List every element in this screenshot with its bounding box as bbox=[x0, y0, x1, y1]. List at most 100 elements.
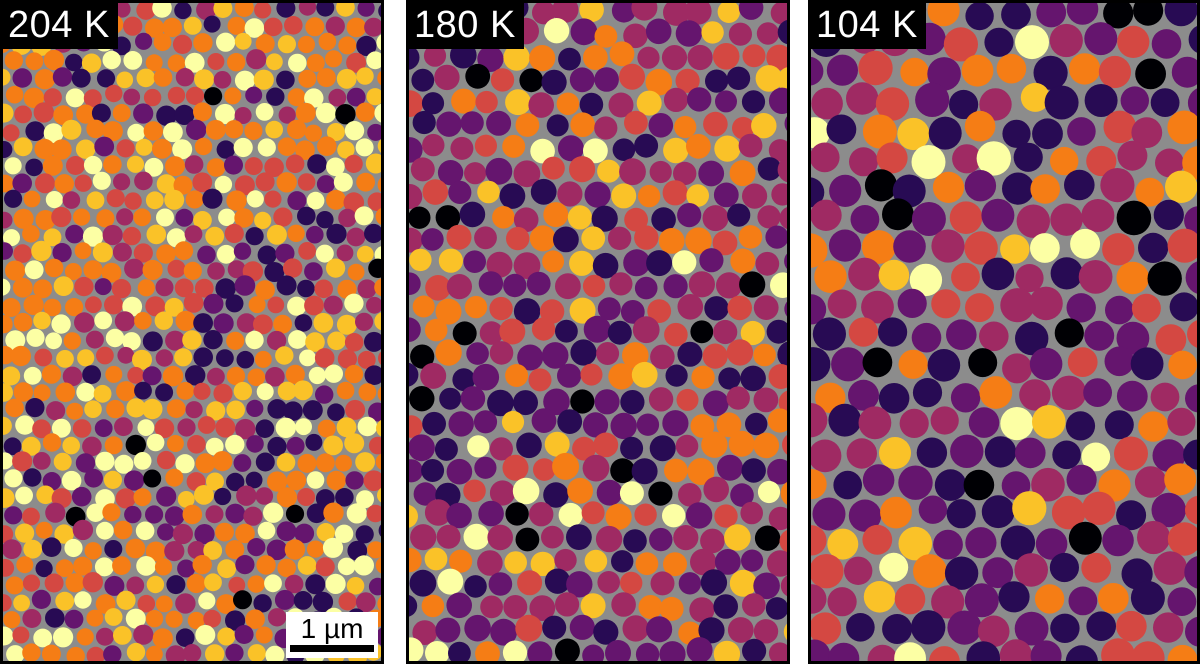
particle bbox=[336, 244, 354, 262]
particle bbox=[205, 119, 226, 140]
particle bbox=[674, 115, 697, 139]
particle bbox=[584, 181, 611, 208]
particle bbox=[1169, 292, 1197, 322]
particle bbox=[631, 458, 658, 485]
particle bbox=[144, 157, 164, 177]
particle bbox=[116, 71, 134, 89]
particle bbox=[409, 206, 431, 229]
particle bbox=[1029, 347, 1063, 381]
particle bbox=[1015, 264, 1044, 293]
particle bbox=[1105, 295, 1134, 325]
particle bbox=[1098, 55, 1131, 89]
particle bbox=[714, 549, 741, 575]
particle bbox=[376, 34, 381, 51]
particle bbox=[336, 417, 357, 438]
particle bbox=[225, 610, 246, 631]
particle bbox=[23, 366, 42, 385]
particle bbox=[338, 36, 357, 55]
particle bbox=[701, 431, 728, 458]
particle bbox=[1097, 583, 1129, 614]
particle bbox=[213, 383, 233, 403]
particle bbox=[22, 507, 40, 526]
particle bbox=[766, 550, 787, 577]
particle bbox=[827, 289, 857, 319]
particle bbox=[13, 208, 34, 229]
particle bbox=[755, 65, 783, 92]
particle bbox=[346, 577, 365, 595]
particle bbox=[298, 242, 316, 260]
particle bbox=[409, 90, 424, 117]
particle bbox=[784, 116, 787, 131]
particle bbox=[637, 184, 661, 208]
particle bbox=[811, 525, 827, 556]
particle bbox=[293, 380, 313, 401]
particle bbox=[298, 69, 317, 88]
particle bbox=[205, 226, 225, 246]
particle bbox=[742, 44, 766, 68]
particle bbox=[145, 54, 163, 72]
particle bbox=[981, 495, 1015, 529]
particle bbox=[304, 124, 322, 142]
particle bbox=[135, 521, 155, 541]
particle bbox=[104, 540, 123, 558]
particle bbox=[742, 593, 766, 617]
particle bbox=[83, 260, 103, 280]
particle bbox=[315, 102, 337, 124]
particle bbox=[155, 383, 174, 402]
particle bbox=[82, 365, 101, 384]
particle bbox=[175, 208, 194, 227]
particle bbox=[434, 437, 458, 461]
particle bbox=[364, 331, 381, 352]
particle bbox=[475, 90, 498, 114]
particle bbox=[212, 451, 233, 472]
particle bbox=[611, 3, 636, 23]
particle bbox=[583, 315, 611, 343]
particle bbox=[183, 16, 202, 35]
particle bbox=[612, 138, 636, 161]
particle bbox=[277, 35, 296, 54]
particle bbox=[185, 190, 204, 209]
particle bbox=[506, 226, 530, 251]
particle bbox=[165, 156, 185, 177]
particle bbox=[103, 155, 122, 174]
particle bbox=[305, 332, 325, 352]
particle bbox=[1015, 25, 1049, 60]
particle bbox=[265, 367, 285, 387]
particle bbox=[254, 350, 272, 368]
particle bbox=[1167, 644, 1197, 661]
particle bbox=[94, 419, 113, 438]
particle bbox=[306, 53, 325, 72]
particle bbox=[92, 242, 113, 263]
particle bbox=[1137, 520, 1171, 555]
particle bbox=[346, 87, 366, 107]
particle bbox=[460, 111, 484, 135]
particle bbox=[726, 339, 754, 366]
particle bbox=[931, 229, 965, 263]
particle bbox=[322, 537, 344, 558]
particle bbox=[55, 559, 74, 578]
particle bbox=[365, 153, 381, 174]
particle bbox=[472, 363, 500, 391]
particle bbox=[513, 390, 538, 416]
particle bbox=[1103, 3, 1134, 29]
particle bbox=[984, 436, 1017, 468]
particle bbox=[253, 594, 272, 613]
particle bbox=[3, 211, 13, 229]
particle bbox=[214, 487, 232, 506]
particle bbox=[133, 488, 152, 507]
particle bbox=[197, 245, 216, 265]
particle bbox=[92, 171, 111, 190]
particle bbox=[155, 595, 173, 613]
particle bbox=[185, 365, 206, 386]
particle bbox=[22, 643, 41, 661]
particle bbox=[446, 458, 473, 485]
particle bbox=[466, 342, 489, 365]
particle bbox=[194, 69, 215, 90]
particle bbox=[439, 387, 462, 410]
particle bbox=[784, 301, 787, 317]
particle bbox=[285, 504, 305, 523]
particle bbox=[73, 556, 93, 576]
particle bbox=[135, 32, 153, 50]
particle bbox=[122, 332, 141, 351]
particle bbox=[106, 399, 125, 419]
